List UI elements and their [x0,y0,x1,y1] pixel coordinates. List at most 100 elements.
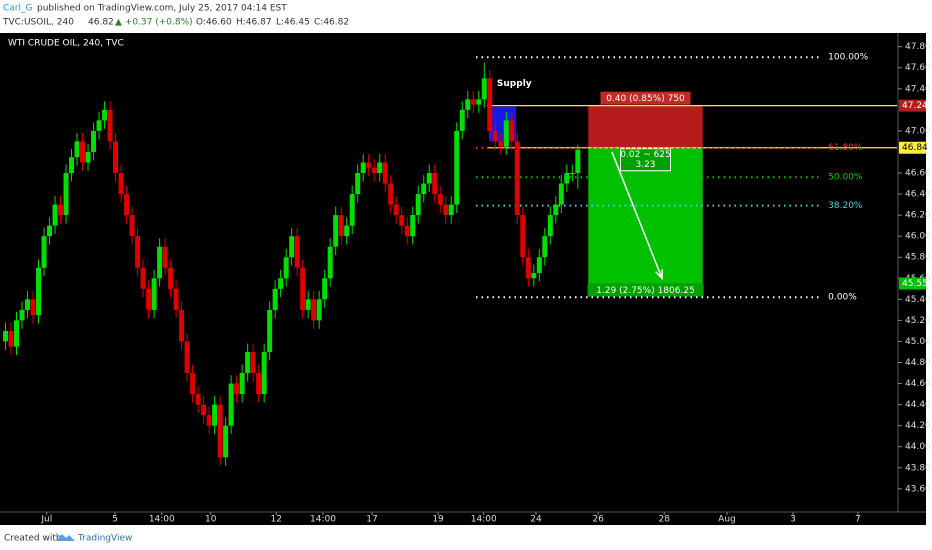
stop-label-box [600,91,691,105]
supply-label: Supply [497,79,532,89]
x-tick-label: 28 [658,515,670,525]
candle-body [415,194,421,216]
arrow-head [655,269,663,281]
candle-body [366,162,372,168]
candle-body [102,109,108,121]
ratio-label: 3.23 [635,160,655,170]
candle-body [492,130,498,142]
x-tick-label: 5 [112,515,118,525]
candle-body [575,149,581,174]
candle-body [393,204,399,216]
target-label: 1.29 (2.75%) 1806.25 [596,286,695,296]
y-tick-label: 46.20 [905,211,931,221]
candle-body [503,120,509,147]
candle-body [80,141,86,163]
candle-body [179,309,185,342]
y-tick-label: 45.00 [905,337,931,347]
ohlc-low: L:46.45 [276,18,310,28]
candle-body [173,288,179,310]
y-tick-label: 44.20 [905,421,931,431]
candle-body [382,162,388,184]
candle-body [223,425,229,458]
price-tag-label: 47.24 [902,101,928,111]
ohlc-close: C:46.82 [314,18,349,28]
candle-body [476,99,482,105]
candle-body [201,404,207,416]
y-tick-label: 47.80 [905,42,931,52]
candle-body [355,173,361,195]
candle-body [272,288,278,310]
candle-body [113,141,119,174]
candle-body [448,204,454,216]
candle-body [85,151,91,163]
candle-body [333,215,339,247]
candle-body [360,162,366,174]
candle-body [245,351,251,374]
stop-zone [588,105,703,148]
y-tick-label: 47.00 [905,126,931,136]
x-tick-label: 26 [592,515,604,525]
candle-body [19,309,25,321]
candle-body [256,373,262,395]
candle-body [404,225,410,237]
y-tick-label: 46.60 [905,169,931,179]
candle-body [41,236,47,268]
candle-body [96,120,102,131]
candle-body [344,225,350,237]
candle-body [349,194,355,226]
candle-body [206,415,212,426]
y-tick-label: 44.60 [905,379,931,389]
x-tick-label: 24 [530,515,542,525]
candle-body [234,383,240,395]
candle-body [514,141,520,216]
candle-body [432,173,438,195]
x-tick-label: Jul [40,515,52,525]
y-tick-label: 45.40 [905,295,931,305]
candle-body [294,236,300,268]
candle-body [558,183,564,205]
fib-label: 38.20% [828,201,863,211]
created-with: Created with [4,534,62,544]
symbol: TVC:USOIL, 240 [2,18,74,28]
candle-body [410,215,416,237]
candle-body [283,257,289,279]
candle-body [322,278,328,300]
author[interactable]: Carl_G [3,4,33,14]
candle-body [454,130,460,205]
candle-body [536,257,542,274]
candle-body [300,267,306,310]
fib-label: 61.80% [828,143,863,153]
candle-body [118,173,124,195]
target-label-box [587,283,704,297]
change: ▲ +0.37 (+0.8%) [115,18,193,28]
logo-icon [56,534,75,541]
price-tag-label: 45.55 [902,279,928,289]
candle-body [36,267,42,316]
entry-label-box [620,148,672,172]
y-tick-label: 47.40 [905,84,931,94]
ohlc-high: H:46.87 [236,18,272,28]
candle-body [74,141,80,158]
price-tag-label: 46.84 [902,143,928,153]
brand[interactable]: TradingView [77,534,132,544]
candle-body [47,225,53,237]
candle-body [162,246,168,268]
x-tick-label: 17 [366,515,377,525]
candle-body [498,141,504,147]
candle-body [542,236,548,258]
y-tick-label: 45.80 [905,253,931,263]
candle-body [437,194,443,205]
candle-body [327,246,333,279]
candle-body [399,215,405,226]
y-tick-label: 43.80 [905,463,931,473]
candle-body [520,215,526,258]
candle-body [124,194,130,216]
candle-body [531,273,537,279]
x-tick-label: 12 [271,515,282,525]
candle-body [135,236,141,268]
candle-body [371,167,377,174]
candle-body [278,278,284,289]
x-tick-label: 14:00 [149,515,175,525]
chart-background [0,33,926,525]
candle-body [289,236,295,258]
